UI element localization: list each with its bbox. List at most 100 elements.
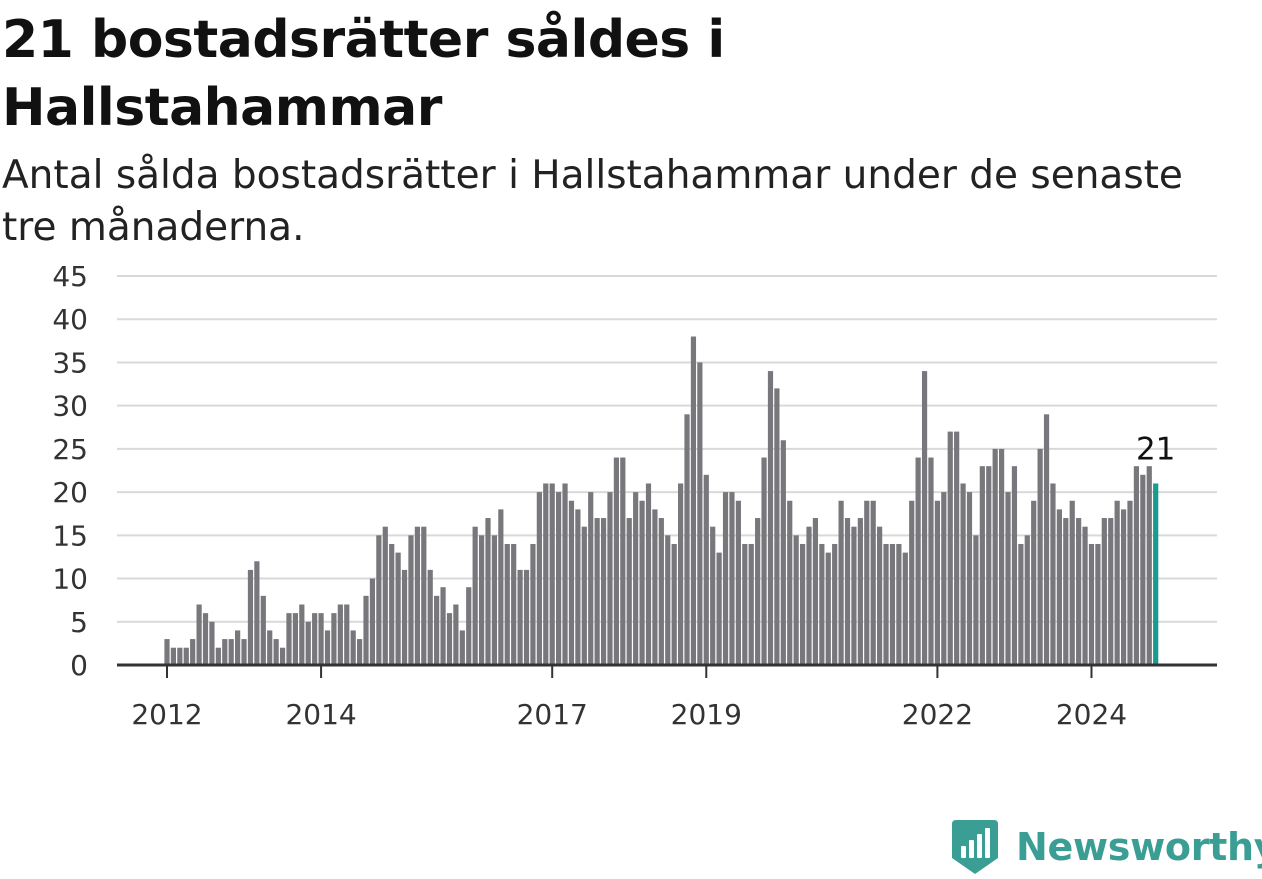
bar: [613, 457, 619, 665]
bar: [729, 492, 735, 665]
bar: [1063, 518, 1069, 665]
bar: [992, 448, 998, 665]
bar: [857, 518, 863, 665]
x-axis-ticks: 2012 2014 2017 2019 2022 2024: [131, 665, 1127, 731]
bar: [1082, 526, 1088, 665]
bar: [928, 457, 934, 665]
bar: [588, 492, 594, 665]
bar: [1108, 518, 1114, 665]
bar: [973, 535, 979, 665]
bar: [633, 492, 639, 665]
bar: [690, 336, 697, 665]
bar: [324, 630, 331, 665]
bar: [376, 535, 382, 665]
bar: [209, 621, 215, 665]
bar: [947, 431, 953, 665]
bar: [260, 595, 266, 665]
bar: [235, 630, 241, 665]
bar: [819, 543, 825, 665]
bar: [864, 500, 870, 665]
bar: [401, 569, 408, 665]
bar: [292, 613, 298, 665]
bar: [1076, 518, 1082, 665]
bar: [414, 526, 420, 665]
brand-name: Newsworthy: [1016, 825, 1262, 869]
bar: [889, 543, 896, 665]
bar: [1095, 543, 1101, 665]
x-tick-label: 2012: [131, 698, 202, 731]
y-tick-label: 10: [52, 563, 88, 596]
bar: [183, 647, 189, 665]
bar: [389, 543, 395, 665]
bar: [434, 595, 440, 665]
bar: [742, 543, 748, 665]
bar: [787, 500, 793, 665]
y-tick-label: 25: [52, 433, 88, 466]
bar: [466, 587, 472, 665]
bar: [761, 457, 767, 665]
bar: [645, 483, 652, 665]
bar: [909, 500, 915, 665]
bar: [678, 483, 684, 665]
bar: [491, 535, 498, 665]
bar: [222, 639, 228, 665]
bar: [337, 604, 343, 665]
bar: [517, 569, 523, 665]
bar: [363, 595, 369, 665]
bar: [382, 526, 388, 665]
bar: [684, 414, 690, 665]
x-tick-label: 2022: [902, 698, 973, 731]
bar: [177, 647, 183, 665]
bar: [986, 466, 992, 665]
bar: [446, 613, 453, 665]
bar: [472, 526, 478, 665]
bar: [1140, 474, 1146, 665]
bar: [312, 613, 318, 665]
bar: [549, 483, 555, 665]
bar: [767, 371, 774, 665]
bar: [671, 543, 677, 665]
bar: [1037, 448, 1043, 665]
bar: [1069, 500, 1075, 665]
bar: [1120, 509, 1127, 665]
bar: [504, 543, 510, 665]
bar: [1133, 466, 1140, 665]
bar: [575, 509, 581, 665]
bar: [774, 388, 780, 665]
bar: [478, 535, 485, 665]
bar: [267, 630, 273, 665]
bar: [934, 500, 940, 665]
x-tick-label: 2024: [1056, 698, 1127, 731]
bar: [825, 552, 831, 665]
bar: [1043, 414, 1050, 665]
bar: [1024, 535, 1030, 665]
bar: [190, 639, 196, 665]
bar: [279, 647, 286, 665]
bar: [652, 509, 658, 665]
bar: [748, 543, 754, 665]
bar: [395, 552, 401, 665]
annotations: 21: [1136, 431, 1175, 467]
bar: [960, 483, 966, 665]
bar: [966, 492, 973, 665]
bar: [241, 639, 247, 665]
bar: [870, 500, 876, 665]
bar: [331, 613, 337, 665]
y-tick-label: 0: [70, 649, 88, 682]
bar: [954, 431, 960, 665]
bar: [626, 518, 632, 665]
x-tick-label: 2019: [671, 698, 742, 731]
bar: [710, 526, 716, 665]
chart-title: 21 bostadsrätter såldes i Hallstahammar: [2, 10, 725, 138]
y-tick-label: 5: [70, 606, 88, 639]
bar: [902, 552, 908, 665]
bar: [1146, 466, 1152, 665]
bar: [357, 639, 363, 665]
bar: [273, 639, 279, 665]
bar: [286, 613, 292, 665]
bar: [755, 518, 761, 665]
bar: [697, 362, 703, 665]
bar: [838, 500, 844, 665]
chart-subtitle: Antal sålda bostadsrätter i Hallstahamma…: [2, 153, 1183, 250]
